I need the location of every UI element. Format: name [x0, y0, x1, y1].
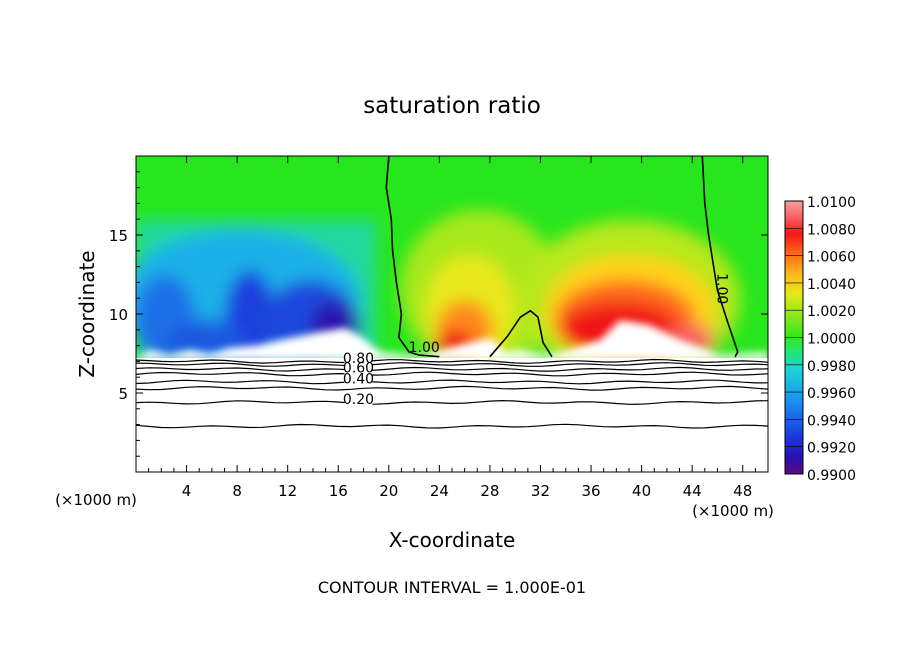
colorbar-label: 0.9940 — [807, 413, 856, 429]
terrain-mask — [136, 320, 768, 360]
x-tick-label: 40 — [632, 482, 651, 500]
contour-label: 1.00 — [409, 340, 440, 356]
x-tick-label: 36 — [581, 482, 600, 500]
x-tick-label: 12 — [278, 482, 297, 500]
colorbar-label: 1.0060 — [807, 250, 856, 266]
contour-label: 0.40 — [343, 372, 374, 388]
x-axis: 4 8 12 16 20 24 28 32 36 40 44 48 — [148, 156, 756, 500]
x-unit-note-right: (×1000 m) — [692, 502, 774, 520]
contour-label-bg — [344, 360, 373, 375]
colorbar-label: 0.9900 — [807, 468, 856, 484]
colorbar-label: 0.9980 — [807, 359, 856, 375]
contour-line — [136, 399, 768, 405]
heatmap-field — [136, 156, 768, 472]
colorbar: 1.0100 1.0080 1.0060 1.0040 1.0020 1.0000 0.99… — [784, 195, 856, 484]
x-tick-label: 44 — [683, 482, 702, 500]
y-axis-label: Z-coordinate — [75, 250, 99, 377]
x-tick-label: 4 — [182, 482, 192, 500]
contour-label: 0.20 — [343, 392, 374, 408]
contour-lines — [136, 156, 768, 429]
contour-line — [136, 385, 768, 391]
y-axis: 5 10 15 — [109, 171, 768, 457]
contour-line — [136, 379, 768, 385]
colorbar-label: 0.9960 — [807, 386, 856, 402]
contour-label-bg — [344, 371, 373, 386]
contour-label: 0.80 — [343, 351, 374, 367]
contour-line-1-00 — [385, 156, 440, 358]
colorbar-label: 0.9920 — [807, 441, 856, 457]
colorbar-label: 1.0020 — [807, 304, 856, 320]
contour-line-1-00 — [489, 309, 553, 358]
contour-line — [136, 362, 768, 367]
contour-interval-note: CONTOUR INTERVAL = 1.000E-01 — [318, 578, 586, 597]
y-tick-label: 15 — [109, 227, 128, 245]
contour-line — [136, 358, 768, 364]
y-tick-label: 5 — [118, 385, 128, 403]
colorbar-label: 1.0000 — [807, 332, 856, 348]
contour-line-1-00 — [701, 156, 739, 358]
x-tick-label: 28 — [480, 482, 499, 500]
x-tick-label: 16 — [329, 482, 348, 500]
contour-label: 1.00 — [713, 273, 729, 304]
chart-title: saturation ratio — [363, 93, 541, 119]
colorbar-label: 1.0080 — [807, 222, 856, 238]
contour-line — [136, 371, 768, 377]
contour-label-bg — [344, 392, 373, 407]
x-tick-label: 20 — [379, 482, 398, 500]
x-tick-label: 8 — [232, 482, 242, 500]
colorbar-label: 1.0040 — [807, 277, 856, 293]
x-unit-note: (×1000 m) — [55, 491, 137, 509]
colorbar-label: 1.0100 — [807, 195, 856, 211]
y-tick-label: 10 — [109, 306, 128, 324]
x-tick-label: 24 — [430, 482, 449, 500]
contour-line — [136, 366, 768, 372]
x-tick-label: 32 — [531, 482, 550, 500]
x-tick-label: 48 — [733, 482, 752, 500]
contour-line — [136, 423, 768, 429]
contour-label: 0.60 — [343, 360, 374, 376]
x-axis-label: X-coordinate — [389, 528, 516, 552]
